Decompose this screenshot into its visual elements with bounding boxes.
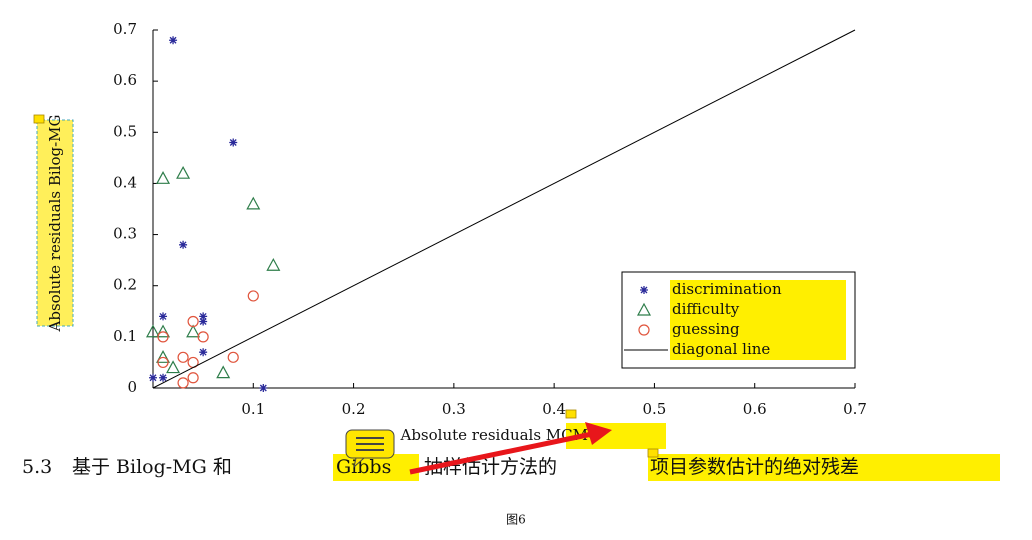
point — [199, 348, 208, 357]
point — [179, 240, 188, 249]
annotation-arrow — [409, 422, 612, 475]
comment-icon[interactable] — [33, 114, 45, 124]
point — [246, 196, 261, 210]
legend-symbol — [636, 302, 652, 316]
point — [177, 351, 189, 363]
point — [259, 384, 268, 392]
point — [199, 312, 208, 321]
point — [156, 171, 171, 184]
x-tick-label: 0.4 — [542, 400, 566, 418]
y-tick-label: 0.6 — [113, 71, 137, 89]
x-tick-label: 0.3 — [442, 400, 466, 418]
x-tick-label: 0.2 — [342, 400, 366, 418]
legend-highlight — [670, 300, 846, 320]
y-tick-label: 0.2 — [113, 276, 137, 294]
y-tick-label: 0 — [127, 378, 137, 396]
legend-label: diagonal line — [672, 340, 770, 358]
figure-label: 图6 — [506, 513, 526, 527]
y-axis-label: Absolute residuals Bilog-MG — [46, 115, 64, 333]
y-tick-label: 0.5 — [113, 122, 137, 140]
point — [229, 138, 238, 147]
x-tick-label: 0.7 — [843, 400, 867, 418]
y-tick-label: 0.1 — [113, 327, 137, 345]
point — [199, 317, 208, 326]
point — [187, 315, 199, 328]
point — [187, 356, 199, 368]
point — [216, 365, 231, 379]
point — [159, 373, 168, 382]
point — [197, 331, 209, 343]
caption-text: 基于 Bilog-MG 和 — [72, 456, 232, 478]
legend-highlight — [670, 320, 846, 340]
comment-icon[interactable] — [565, 409, 577, 419]
caption-number: 5.3 — [22, 456, 52, 478]
caption-highlight: 项目参数估计的绝对残差 — [650, 456, 859, 478]
x-tick-label: 0.6 — [743, 400, 767, 418]
y-tick-label: 0.7 — [113, 20, 137, 38]
point — [169, 36, 178, 45]
legend-symbol — [638, 324, 650, 336]
comment-icon[interactable] — [647, 448, 659, 458]
diagonal-line — [152, 29, 856, 389]
comment-bubble[interactable] — [345, 429, 395, 469]
legend-label: discrimination — [672, 280, 782, 298]
y-tick-label: 0.4 — [113, 173, 137, 191]
legend-highlight — [670, 340, 846, 360]
point — [156, 350, 171, 363]
point — [156, 324, 171, 338]
point — [177, 377, 189, 389]
legend-highlight — [670, 280, 846, 300]
point — [157, 331, 169, 343]
x-tick-label: 0.1 — [241, 400, 265, 418]
legend-symbol — [640, 286, 648, 294]
point — [166, 360, 181, 374]
point — [149, 373, 157, 382]
highlight — [648, 454, 1000, 481]
point — [187, 372, 199, 384]
legend-label: difficulty — [672, 300, 740, 318]
point — [176, 165, 191, 179]
legend-label: guessing — [672, 320, 740, 338]
caption-highlight: Gibbs — [336, 456, 391, 478]
point — [159, 312, 168, 321]
ylabel-box — [36, 119, 74, 327]
point — [145, 324, 161, 338]
x-axis-label: Absolute residuals MCMC — [400, 426, 600, 444]
point — [157, 356, 169, 368]
y-tick-label: 0.3 — [113, 225, 137, 243]
point — [227, 351, 239, 363]
point — [247, 290, 259, 302]
x-tick-label: 0.5 — [642, 400, 666, 418]
point — [186, 324, 201, 338]
point — [266, 258, 281, 271]
